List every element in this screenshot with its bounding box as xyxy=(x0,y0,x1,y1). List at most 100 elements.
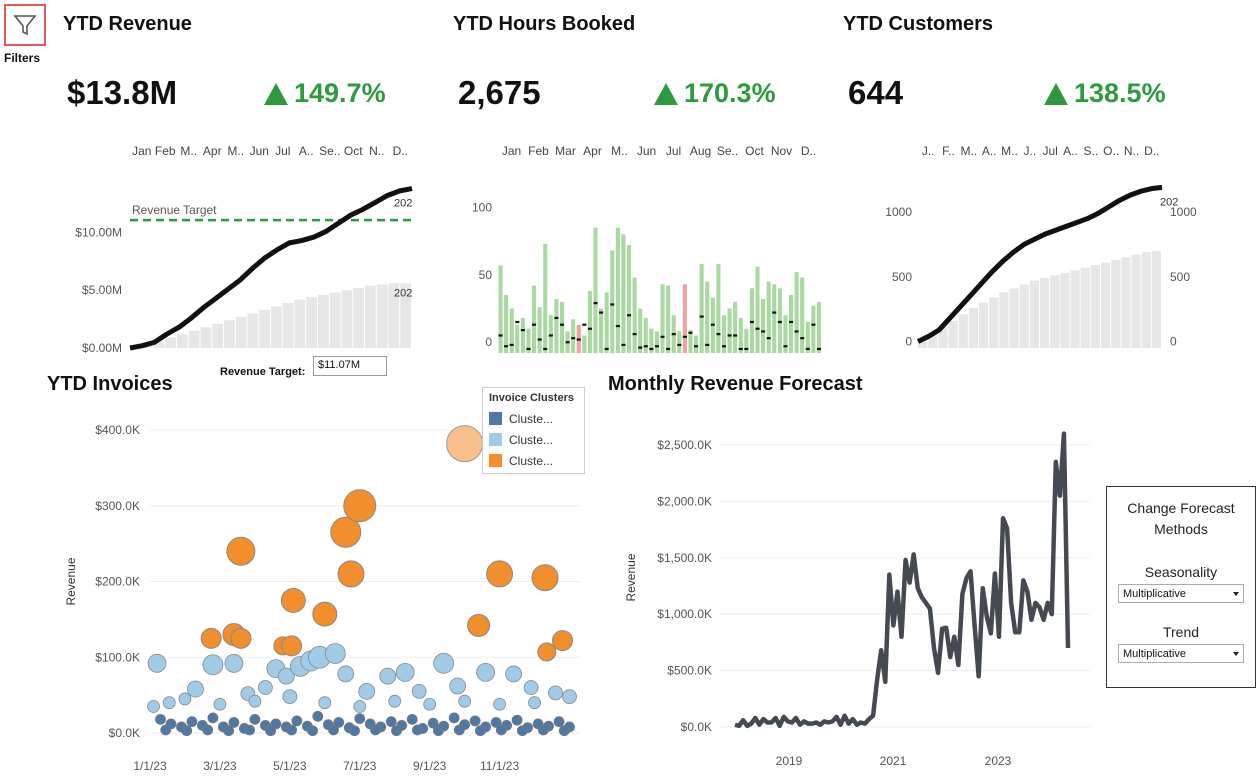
trend-value: Multiplicative xyxy=(1123,647,1186,660)
x-tick-label: 2021 xyxy=(880,754,907,768)
hours-bar xyxy=(548,315,553,353)
x-tick-label: Jul xyxy=(666,144,681,158)
kpi-hours-value: 2,675 xyxy=(458,74,541,111)
x-tick-label: Jan xyxy=(132,144,151,158)
filters-button[interactable] xyxy=(4,4,46,46)
kpi-revenue-value: $13.8M xyxy=(67,74,178,111)
cluster-1-point xyxy=(433,725,444,737)
prior-year-bar xyxy=(282,302,294,348)
cluster-1-point xyxy=(558,725,570,737)
trend-label: Trend xyxy=(1162,624,1200,640)
cluster-3-point xyxy=(230,627,252,649)
kpi-customers-title: YTD Customers xyxy=(843,13,994,35)
legend-item-cluster-1[interactable]: Cluste... xyxy=(489,408,578,429)
end-label: 202 xyxy=(394,287,412,299)
legend-swatch xyxy=(489,454,502,467)
cluster-1-point xyxy=(406,713,418,725)
y-tick-label: 0 xyxy=(485,335,492,349)
prior-year-bar xyxy=(1090,265,1100,348)
prior-year-bar xyxy=(999,292,1009,348)
y-tick-label: 0 xyxy=(905,335,912,349)
end-label: 202 xyxy=(394,198,412,210)
hours-bar xyxy=(532,285,537,353)
cluster-2-point xyxy=(358,682,376,700)
cluster-1-point xyxy=(354,713,366,725)
ytd-customers-chart[interactable]: J.. F.. M.. A.. M.. J.. Jul A.. S.. O.. N.. D.. 0 0 50… xyxy=(860,135,1220,360)
cluster-2-point xyxy=(562,689,577,705)
x-tick-label: F.. xyxy=(942,144,955,158)
ytd-invoices-chart[interactable]: $0.0K $100.0K $200.0K $300.0K $400.0K 1/1/23 3… xyxy=(0,400,600,778)
x-tick-label: Mar xyxy=(555,144,576,158)
x-tick-label: D.. xyxy=(1144,144,1159,158)
y-axis-label: Revenue xyxy=(624,553,638,601)
hours-bar xyxy=(788,295,794,353)
trend-select[interactable]: Multiplicative xyxy=(1118,644,1244,663)
x-tick-label: Oct xyxy=(745,144,764,158)
x-tick-label: A.. xyxy=(982,144,997,158)
y-tick-label: $100.0K xyxy=(95,650,140,664)
prior-year-bar xyxy=(948,320,958,348)
cluster-2-point xyxy=(433,652,455,674)
cluster-1-point xyxy=(291,715,303,727)
seasonality-select[interactable]: Multiplicative xyxy=(1118,584,1244,603)
prior-year-bar xyxy=(1111,259,1121,348)
hours-bar xyxy=(543,243,548,353)
prior-year-bar xyxy=(928,333,938,348)
current-year-line xyxy=(916,184,1163,344)
kpi-revenue-change: 149.7% xyxy=(264,78,386,109)
revenue-target-input[interactable]: $11.07M xyxy=(313,356,387,376)
x-tick-label: 2023 xyxy=(985,754,1012,768)
cluster-3-point xyxy=(467,613,491,637)
cluster-2-point xyxy=(187,680,204,698)
x-tick-label: J.. xyxy=(922,144,935,158)
cluster-2-point xyxy=(178,692,192,706)
y-tick-label: 100 xyxy=(472,200,492,214)
cluster-1-point xyxy=(186,716,198,728)
x-tick-label: 9/1/23 xyxy=(413,759,447,773)
cluster-1-point xyxy=(249,713,261,725)
hours-bar xyxy=(660,284,665,353)
prior-year-bar xyxy=(1009,288,1019,348)
hours-bar xyxy=(615,227,620,353)
prior-year-bar xyxy=(365,285,376,348)
forecast-title: Monthly Revenue Forecast xyxy=(608,373,863,395)
legend-item-cluster-2[interactable]: Cluste... xyxy=(489,429,578,450)
hours-bar xyxy=(744,328,749,353)
y-tick-label-right: 0 xyxy=(1170,335,1177,349)
cluster-2-point xyxy=(523,680,539,695)
y-tick-label: 50 xyxy=(479,268,493,282)
prior-year-bar xyxy=(341,290,353,348)
cluster-1-point xyxy=(181,725,193,737)
cluster-1-point xyxy=(155,713,166,725)
kpi-revenue-title: YTD Revenue xyxy=(63,13,192,35)
filters-label: Filters xyxy=(4,51,41,65)
cluster-1-point xyxy=(385,716,397,728)
monthly-forecast-chart[interactable]: $0.0K $500.0K $1,000.0K $1,500.0K $2,000.0K $… xyxy=(600,400,1100,778)
hours-bar xyxy=(649,328,654,353)
y-tick-label: $200.0K xyxy=(95,575,140,589)
cluster-1-point xyxy=(265,725,277,737)
hours-bar xyxy=(721,315,727,353)
y-tick-label-right: 500 xyxy=(1170,270,1190,284)
hours-bar xyxy=(688,330,693,353)
seasonality-label: Seasonality xyxy=(1144,564,1218,580)
cluster-2-point xyxy=(423,697,437,711)
hours-bar xyxy=(677,331,682,353)
legend-item-cluster-3[interactable]: Cluste... xyxy=(489,450,578,471)
kpi-customers-change-value: 138.5% xyxy=(1074,78,1166,108)
prior-year-bar xyxy=(958,314,968,348)
x-tick-label: M.. xyxy=(960,144,977,158)
x-tick-label: O.. xyxy=(1103,144,1119,158)
cluster-1-point xyxy=(516,725,528,737)
ytd-revenue-chart[interactable]: Jan Feb M.. Apr M.. Jun Jul A.. Se.. Oct N.. D.. $0.… xyxy=(60,135,420,360)
prior-year-bar xyxy=(1040,278,1050,348)
prior-year-bar xyxy=(200,327,212,348)
ytd-hours-chart[interactable]: Jan Feb Mar Apr M.. Jun Jul Aug Se.. Oct Nov D.. 0 50… xyxy=(440,135,830,360)
cluster-2-point xyxy=(395,662,415,682)
hours-bar xyxy=(783,315,788,353)
y-tick-label: $400.0K xyxy=(95,423,140,437)
invoices-title: YTD Invoices xyxy=(47,373,173,395)
hours-bar xyxy=(509,308,514,353)
cluster-1-point xyxy=(228,716,240,728)
prior-year-bar xyxy=(1151,250,1161,348)
